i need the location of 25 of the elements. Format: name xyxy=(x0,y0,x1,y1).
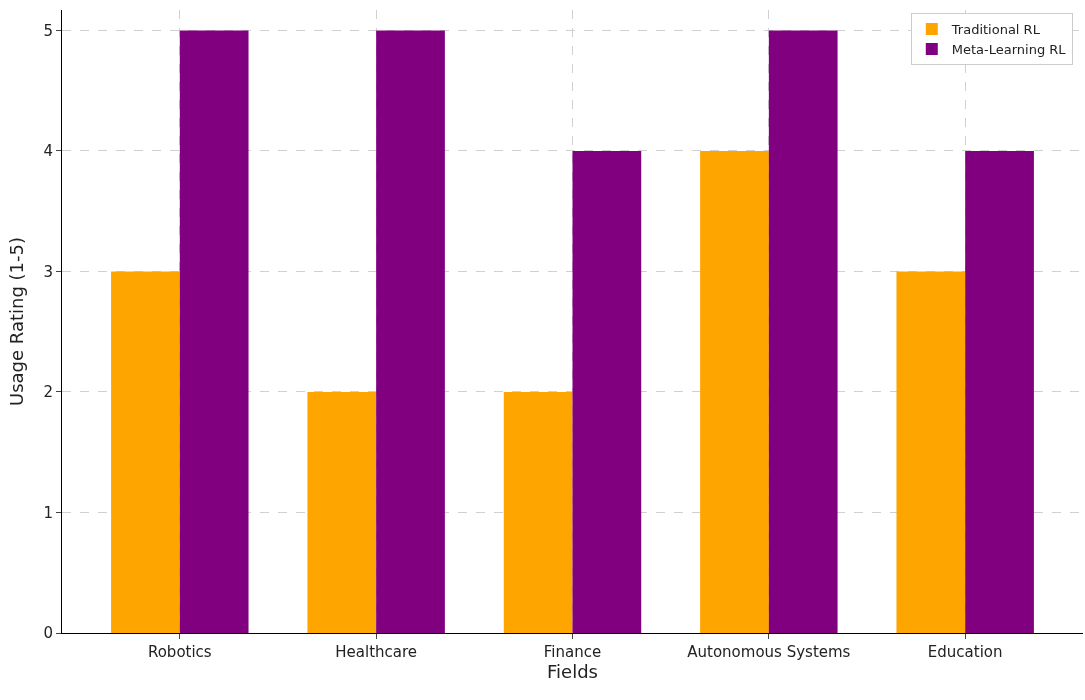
bar xyxy=(965,150,1034,633)
y-tick-label: 1 xyxy=(43,503,53,522)
legend-label: Meta-Learning RL xyxy=(951,42,1067,58)
bar xyxy=(896,271,966,633)
y-tick-label: 3 xyxy=(43,262,53,281)
legend-label: Traditional RL xyxy=(950,22,1041,38)
x-tick-label: Education xyxy=(927,643,1003,661)
bar xyxy=(503,391,573,633)
y-axis-title: Usage Rating (1-5) xyxy=(5,236,27,407)
x-tick-label: Autonomous Systems xyxy=(687,643,851,661)
y-tick-label: 4 xyxy=(43,142,53,161)
bar xyxy=(700,150,769,633)
x-tick-label: Robotics xyxy=(147,643,212,661)
bar xyxy=(179,30,249,633)
bar xyxy=(307,391,377,633)
x-tick-label: Healthcare xyxy=(335,643,418,661)
y-tick-label: 5 xyxy=(43,21,53,40)
y-tick-label: 0 xyxy=(43,624,53,643)
x-tick-label: Finance xyxy=(543,643,602,661)
bar xyxy=(768,30,838,633)
bar xyxy=(111,271,180,633)
y-tick-label: 2 xyxy=(43,383,53,402)
bar xyxy=(376,30,445,633)
x-axis-title: Fields xyxy=(547,661,598,683)
bar xyxy=(572,150,642,633)
